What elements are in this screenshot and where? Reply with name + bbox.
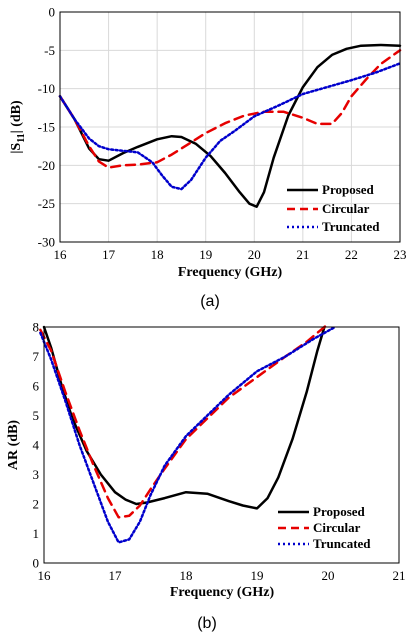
- chart-a-x-tick-label: 21: [296, 247, 309, 262]
- chart-a-y-tick-labels: 0 -5 -10 -15 -20 -25 -30: [38, 5, 55, 250]
- chart-b-y-tick-label: 3: [33, 467, 40, 482]
- legend-b-circular-label: Circular: [313, 520, 361, 535]
- chart-a-x-tick-label: 18: [151, 247, 164, 262]
- chart-b-y-tick-labels: 0 1 2 3 4 5 6 7 8: [33, 320, 40, 571]
- chart-a-y-axis-label: |S11| (dB): [9, 100, 27, 154]
- chart-a-series-truncated-line: [58, 62, 402, 191]
- chart-a-frame: [59, 11, 401, 243]
- chart-a-y-axis-label-sub: 11: [16, 133, 27, 142]
- chart-a: 16 17 18 19 20 21 22 23 0 -5 -10 -15 -20 -25 -30 Freq…: [9, 5, 407, 311]
- chart-a-y-tick-label: -25: [38, 196, 55, 211]
- chart-b-x-tick-label: 16: [38, 568, 52, 583]
- legend-a-proposed-label: Proposed: [322, 182, 375, 197]
- chart-b-series-truncated-line: [39, 325, 337, 544]
- chart-a-y-tick-label: -20: [38, 158, 55, 173]
- chart-b-x-tick-labels: 16 17 18 19 20 21: [38, 568, 406, 583]
- chart-b-x-tick-label: 21: [393, 568, 406, 583]
- chart-b-series-proposed-line: [42, 325, 326, 510]
- chart-a-x-tick-label: 20: [248, 247, 261, 262]
- chart-a-x-tick-label: 17: [102, 247, 116, 262]
- chart-b: 16 17 18 19 20 21 0 1 2 3 4 5 6 7 8 Frequency (GHz) A…: [6, 320, 406, 633]
- chart-b-y-tick-label: 4: [33, 438, 40, 453]
- chart-a-x-tick-label: 23: [394, 247, 407, 262]
- chart-b-x-axis-label: Frequency (GHz): [170, 585, 275, 600]
- chart-a-x-axis-label: Frequency (GHz): [178, 265, 283, 280]
- chart-a-y-tick-label: 0: [49, 5, 56, 20]
- chart-b-y-tick-label: 7: [33, 349, 40, 364]
- chart-a-x-tick-label: 16: [54, 247, 68, 262]
- chart-a-x-tick-label: 19: [199, 247, 212, 262]
- chart-a-y-tick-label: -10: [38, 81, 55, 96]
- chart-b-y-tick-label: 1: [33, 526, 40, 541]
- legend-b-proposed-label: Proposed: [313, 504, 366, 519]
- chart-a-y-tick-label: -30: [38, 235, 55, 250]
- chart-b-y-tick-label: 0: [33, 556, 40, 571]
- chart-b-y-axis-label: AR (dB): [6, 420, 21, 471]
- chart-b-legend: Proposed Circular Truncated: [278, 504, 371, 551]
- chart-a-y-axis-label-tail: | (dB): [9, 100, 24, 133]
- chart-a-y-tick-label: -15: [38, 120, 55, 135]
- chart-b-panel-label: (b): [197, 615, 217, 632]
- chart-b-y-tick-label: 2: [33, 497, 40, 512]
- chart-b-x-tick-label: 20: [322, 568, 335, 583]
- chart-a-panel-label: (a): [200, 293, 220, 310]
- chart-a-legend: Proposed Circular Truncated: [287, 182, 380, 234]
- chart-a-x-tick-label: 22: [345, 247, 358, 262]
- chart-a-series: [58, 43, 402, 208]
- chart-a-y-tick-label: -5: [44, 43, 55, 58]
- chart-b-x-tick-label: 17: [109, 568, 123, 583]
- legend-b-truncated-label: Truncated: [313, 536, 371, 551]
- chart-b-frame: [43, 326, 400, 564]
- legend-a-circular-label: Circular: [322, 201, 370, 216]
- legend-a-truncated-label: Truncated: [322, 219, 380, 234]
- chart-a-y-axis-label-main: |S: [9, 143, 24, 154]
- chart-b-y-tick-label: 6: [33, 379, 40, 394]
- chart-b-x-tick-label: 18: [180, 568, 193, 583]
- chart-a-series-proposed-line: [58, 43, 402, 208]
- chart-a-x-tick-labels: 16 17 18 19 20 21 22 23: [54, 247, 407, 262]
- chart-b-x-tick-label: 19: [251, 568, 264, 583]
- chart-b-y-tick-label: 5: [33, 408, 40, 423]
- chart-b-y-tick-label: 8: [33, 320, 40, 335]
- chart-b-series: [39, 322, 337, 544]
- chart-a-series-circular-line: [58, 49, 402, 169]
- chart-a-grid: [59, 11, 401, 243]
- chart-b-series-circular-line: [39, 322, 330, 519]
